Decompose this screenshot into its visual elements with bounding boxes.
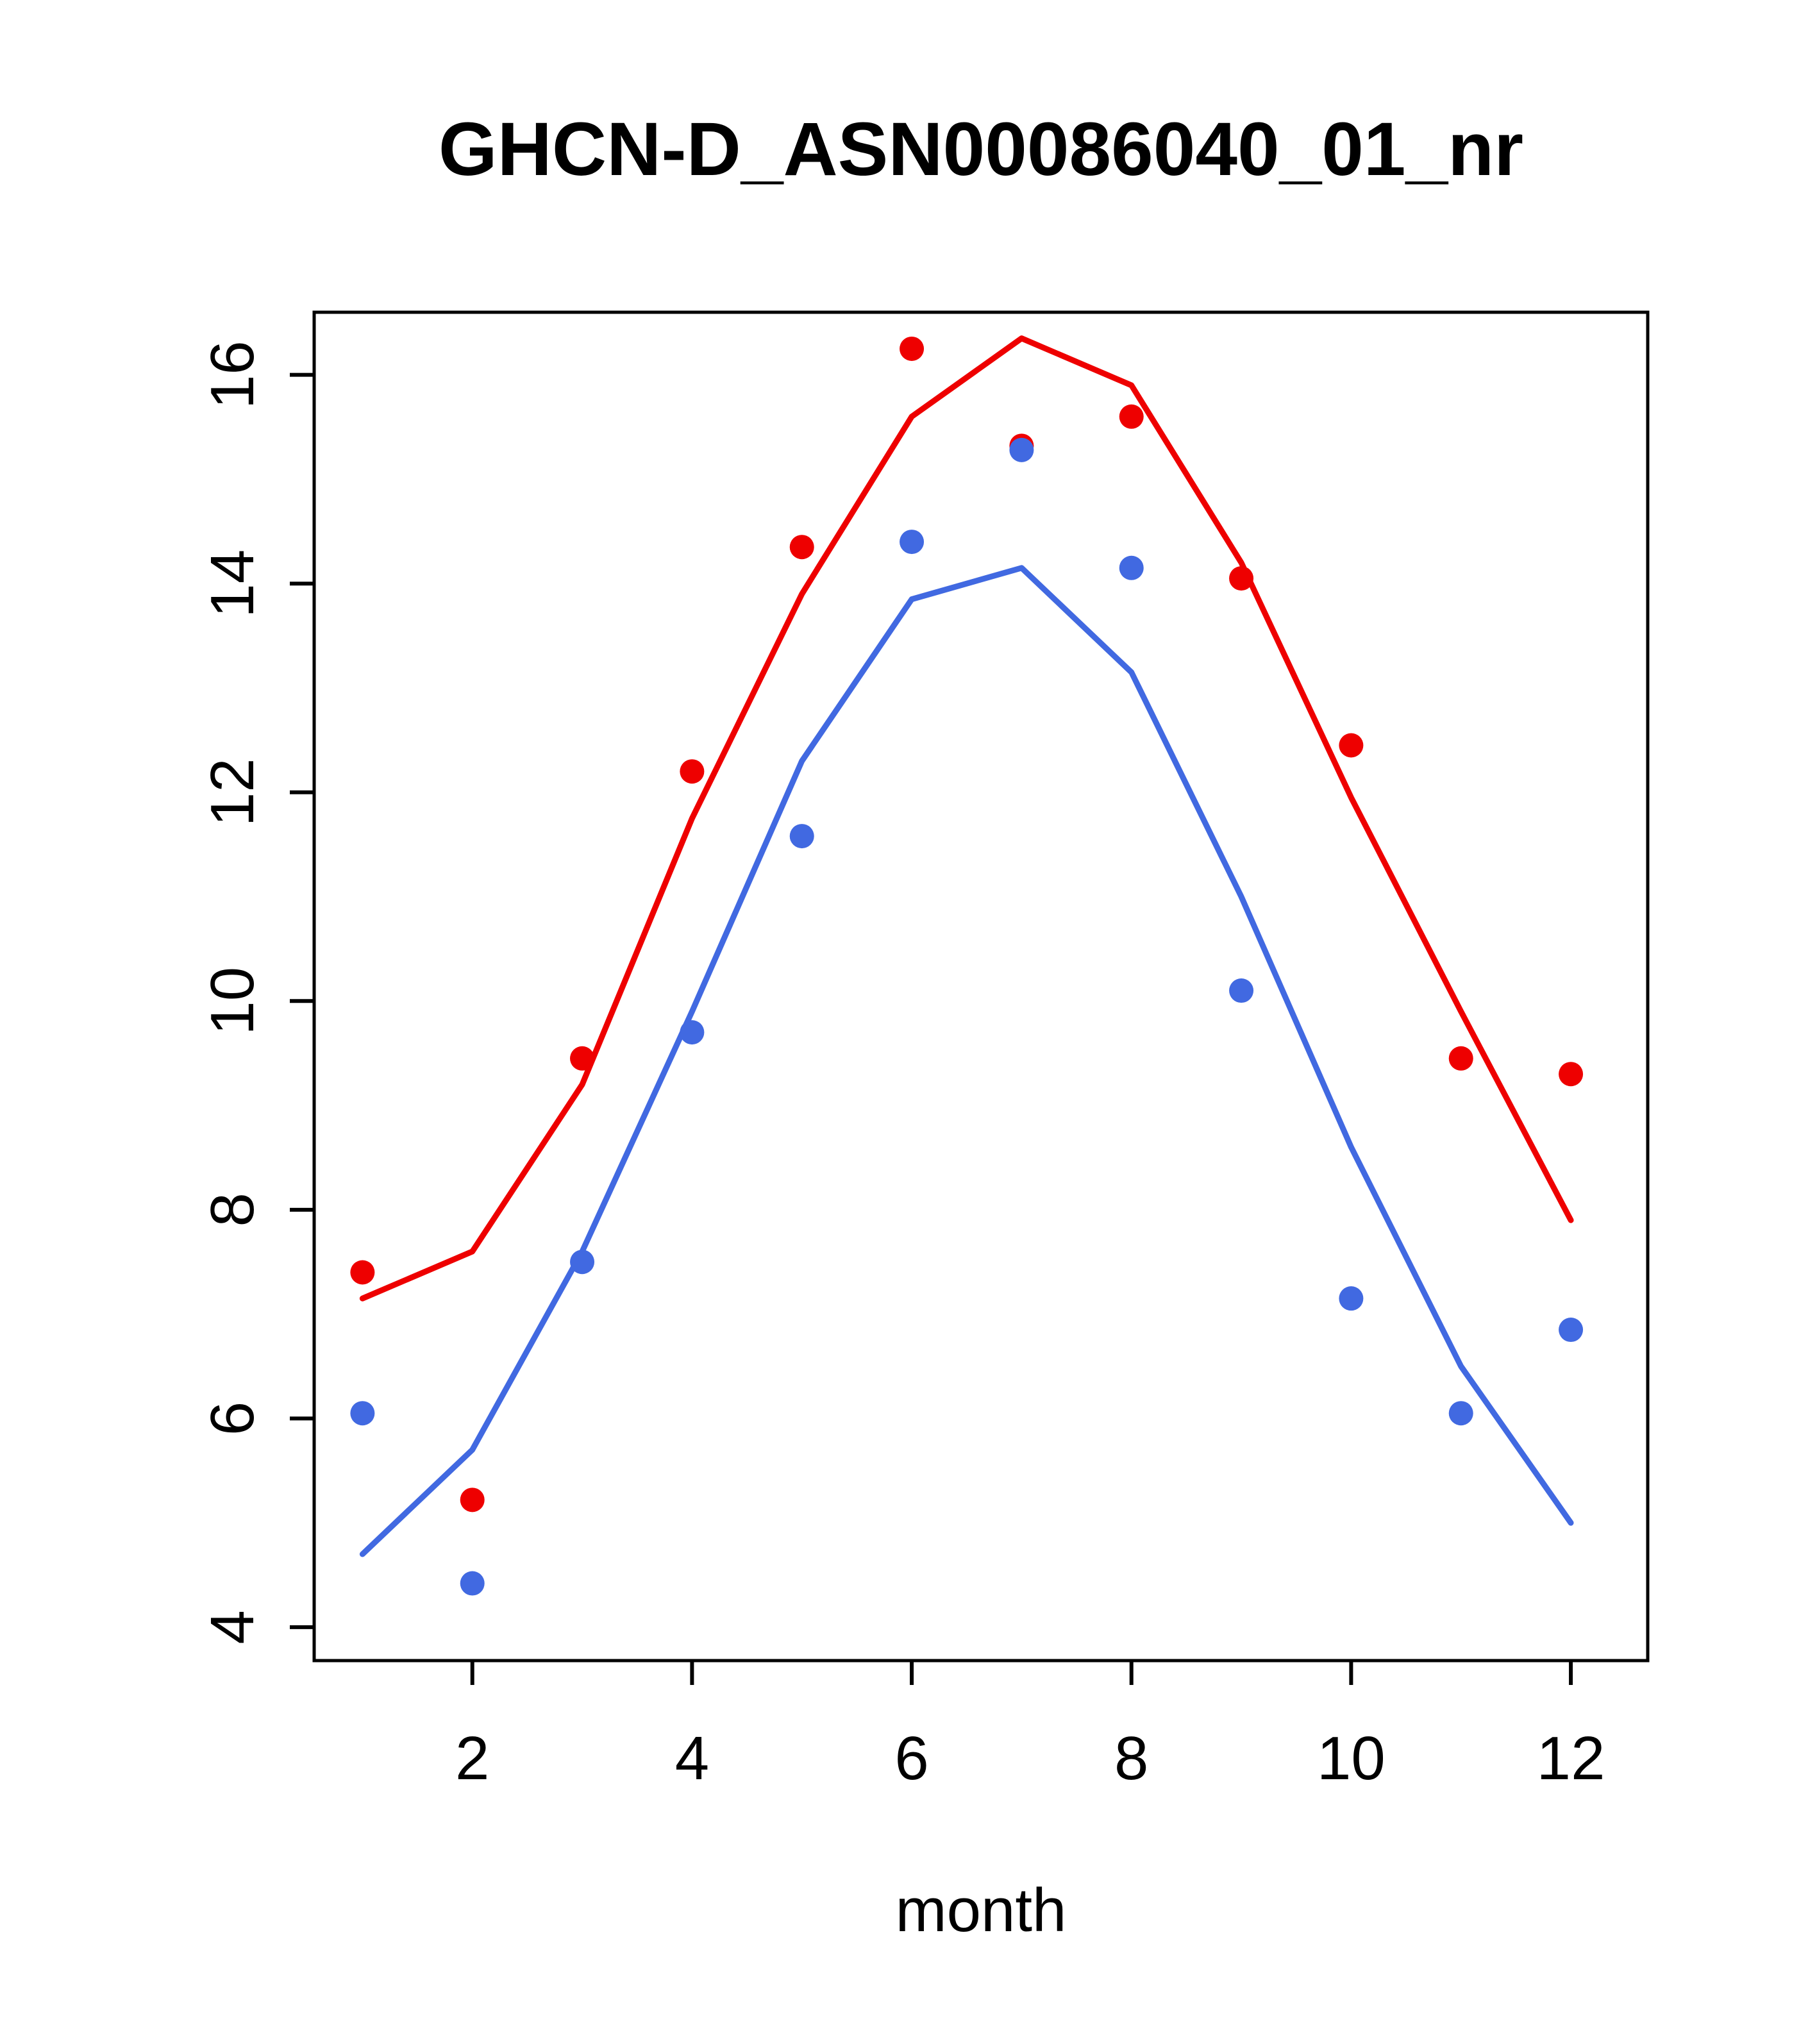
blue-points-marker <box>1448 1401 1473 1426</box>
x-axis-label: month <box>895 1876 1067 1945</box>
x-tick-label: 2 <box>455 1724 489 1793</box>
y-tick-label: 10 <box>198 967 267 1035</box>
red-fit-line <box>359 335 1574 1302</box>
y-tick-label: 16 <box>198 340 267 409</box>
red-points-marker <box>680 759 705 784</box>
red-points-marker <box>570 1046 595 1071</box>
y-tick-label: 12 <box>198 758 267 826</box>
plot-box <box>312 310 1650 1663</box>
blue-points-marker <box>680 1020 705 1045</box>
blue-points-marker <box>350 1401 375 1426</box>
red-points-marker <box>1119 404 1144 429</box>
y-tick-label: 14 <box>198 549 267 618</box>
x-tick-label: 12 <box>1537 1724 1605 1793</box>
chart-title: GHCN-D_ASN00086040_01_nr <box>438 107 1524 192</box>
red-points-marker <box>1339 733 1364 758</box>
red-points-marker <box>1448 1046 1473 1071</box>
blue-points-marker <box>1009 437 1034 462</box>
red-points-marker <box>789 535 814 560</box>
blue-points-marker <box>460 1571 485 1596</box>
y-tick-label: 8 <box>198 1193 267 1227</box>
red-points-marker <box>900 336 925 361</box>
red-points-marker <box>1229 566 1254 591</box>
y-tick-label: 6 <box>198 1402 267 1436</box>
x-tick-label: 4 <box>675 1724 709 1793</box>
blue-fit-line <box>359 565 1574 1557</box>
blue-points-marker <box>1119 555 1144 580</box>
blue-points-marker <box>900 530 925 555</box>
x-tick-label: 8 <box>1114 1724 1148 1793</box>
blue-points-marker <box>570 1250 595 1275</box>
blue-points-marker <box>1229 978 1254 1003</box>
red-points-marker <box>350 1260 375 1285</box>
blue-points-marker <box>1559 1318 1584 1343</box>
red-points-marker <box>460 1487 485 1512</box>
x-tick-label: 10 <box>1317 1724 1386 1793</box>
red-points-marker <box>1559 1062 1584 1087</box>
blue-points-marker <box>1339 1286 1364 1311</box>
x-tick-label: 6 <box>894 1724 928 1793</box>
blue-points-marker <box>789 824 814 849</box>
y-tick-label: 4 <box>198 1610 267 1644</box>
